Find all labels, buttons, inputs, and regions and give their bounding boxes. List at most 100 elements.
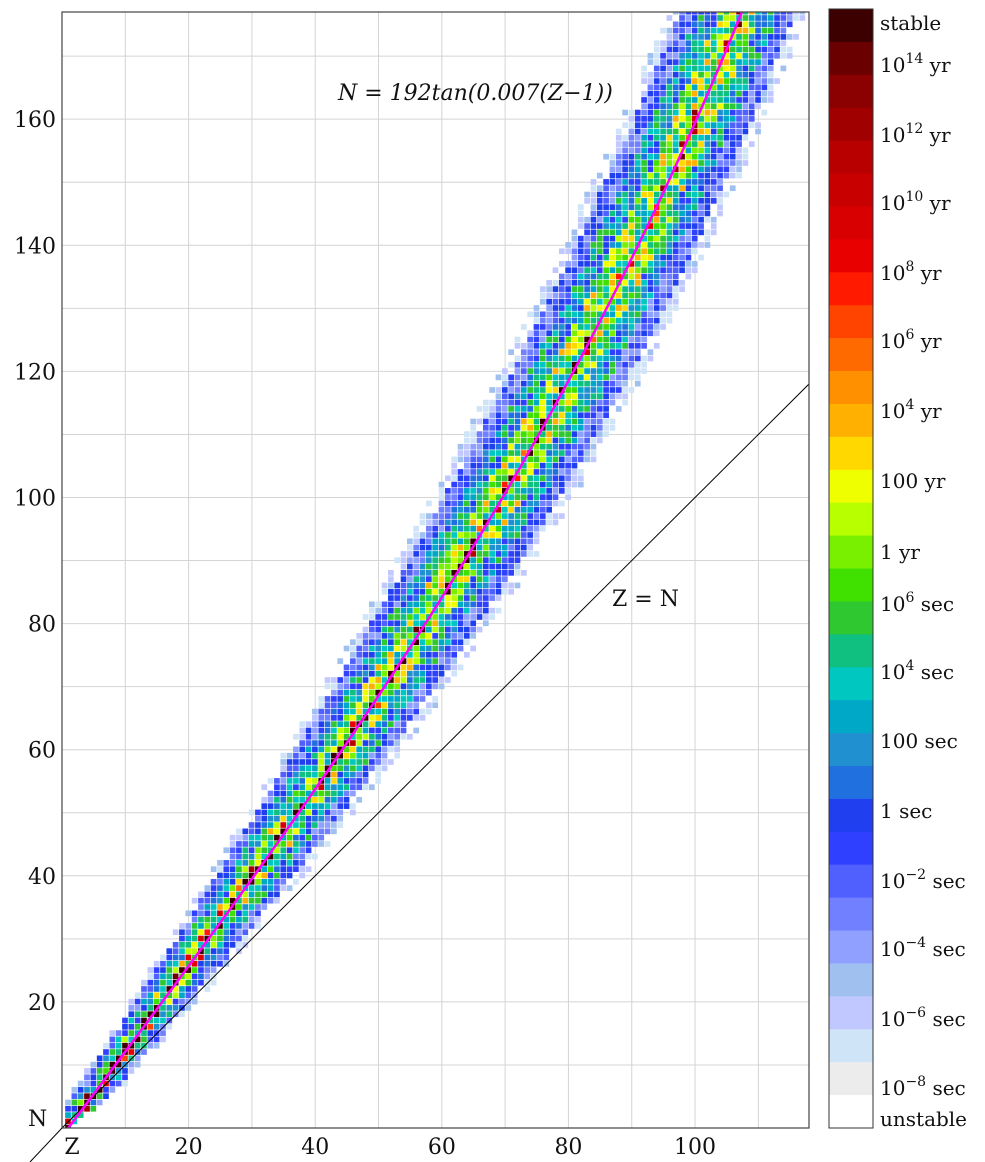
nuclide-cell — [603, 248, 609, 255]
nuclide-cell — [337, 689, 344, 696]
nuclide-cell — [413, 664, 420, 671]
nuclide-cell — [596, 412, 603, 419]
nuclide-cell — [641, 248, 647, 255]
nuclide-cell — [255, 878, 261, 885]
nuclide-cell — [584, 261, 590, 267]
nuclide-cell — [457, 506, 464, 513]
nuclide-cell — [780, 46, 787, 53]
nuclide-cell — [628, 261, 635, 267]
nuclide-cell — [147, 967, 154, 973]
nuclide-cell — [628, 298, 635, 305]
nuclide-cell — [590, 399, 597, 406]
nuclide-cell — [698, 254, 704, 261]
nuclide-cell — [489, 462, 496, 469]
nuclide-cell — [280, 771, 287, 778]
nuclide-cell — [305, 841, 312, 847]
nuclide-cell — [615, 361, 622, 368]
nuclide-cell — [508, 418, 514, 425]
nuclide-cell — [691, 46, 698, 53]
nuclide-cell — [615, 216, 622, 223]
nuclide-cell — [736, 166, 742, 173]
nuclide-cell — [369, 620, 375, 627]
nuclide-cell — [533, 475, 540, 482]
nuclide-cell — [299, 721, 306, 727]
nuclide-cell — [280, 853, 287, 860]
nuclide-cell — [236, 935, 242, 942]
nuclide-cell — [362, 759, 369, 765]
nuclide-cell — [520, 532, 527, 538]
nuclide-cell — [495, 582, 502, 589]
nuclide-cell — [653, 242, 660, 248]
nuclide-cell — [451, 639, 458, 646]
nuclide-cell — [191, 960, 198, 967]
nuclide-cell — [476, 450, 483, 456]
nuclide-cell — [109, 1061, 116, 1068]
nuclide-cell — [356, 651, 363, 658]
nuclide-cell — [185, 948, 192, 954]
nuclide-cell — [343, 784, 350, 791]
nuclide-cell — [350, 658, 356, 664]
nuclide-cell — [394, 595, 401, 601]
nuclide-cell — [223, 891, 230, 898]
nuclide-cell — [558, 462, 565, 469]
nuclide-cell — [122, 1074, 128, 1081]
nuclide-cell — [489, 424, 496, 431]
nuclide-cell — [229, 841, 236, 847]
x-tick-label: 60 — [428, 1135, 456, 1160]
nuclide-cell — [432, 525, 439, 532]
nuclide-cell — [248, 853, 255, 860]
nuclide-cell — [603, 185, 609, 192]
nuclide-cell — [407, 639, 413, 646]
nuclide-cell — [426, 525, 432, 532]
nuclide-cell — [539, 418, 546, 425]
nuclide-cell — [337, 702, 344, 709]
nuclide-cell — [444, 563, 451, 570]
nuclide-cell — [369, 740, 375, 746]
nuclide-cell — [660, 242, 666, 248]
nuclide-cell — [362, 670, 369, 677]
nuclide-cell — [539, 330, 546, 337]
nuclide-cell — [407, 563, 413, 570]
nuclide-cell — [520, 506, 527, 513]
nuclide-cell — [495, 513, 502, 519]
nuclide-cell — [242, 834, 249, 841]
nuclide-cell — [565, 393, 571, 400]
nuclide-cell — [685, 261, 692, 267]
nuclide-cell — [691, 84, 698, 91]
nuclide-cell — [552, 462, 559, 469]
nuclide-cell — [438, 664, 445, 671]
nuclide-cell — [723, 12, 730, 15]
nuclide-cell — [90, 1061, 97, 1068]
nuclide-cell — [742, 97, 749, 103]
nuclide-cell — [717, 179, 723, 185]
nuclide-cell — [691, 21, 698, 28]
nuclide-cell — [533, 380, 540, 387]
nuclide-cell — [236, 897, 242, 904]
nuclide-cell — [609, 216, 616, 223]
nuclide-cell — [634, 343, 641, 349]
nuclide-cell — [615, 153, 622, 160]
nuclide-cell — [343, 752, 350, 759]
nuclide-cell — [666, 204, 673, 210]
nuclide-cell — [210, 948, 217, 954]
nuclide-cell — [698, 40, 704, 47]
nuclide-cell — [584, 450, 590, 456]
nuclide-cell — [388, 696, 394, 702]
nuclide-cell — [679, 160, 685, 166]
nuclide-cell — [546, 374, 552, 381]
nuclide-cell — [451, 563, 458, 570]
nuclide-cell — [210, 878, 217, 885]
nuclide-cell — [584, 368, 590, 374]
nuclide-cell — [634, 317, 641, 324]
nuclide-cell — [584, 349, 590, 355]
nuclide-cell — [634, 223, 641, 229]
nuclide-cell — [571, 462, 578, 469]
nuclide-cell — [647, 292, 654, 299]
nuclide-cell — [622, 235, 628, 242]
nuclide-cell — [495, 544, 502, 551]
nuclide-cell — [77, 1112, 84, 1118]
nuclide-cell — [489, 500, 496, 507]
nuclide-cell — [546, 292, 552, 299]
nuclide-cell — [242, 860, 249, 866]
colorbar-swatch — [829, 338, 873, 372]
